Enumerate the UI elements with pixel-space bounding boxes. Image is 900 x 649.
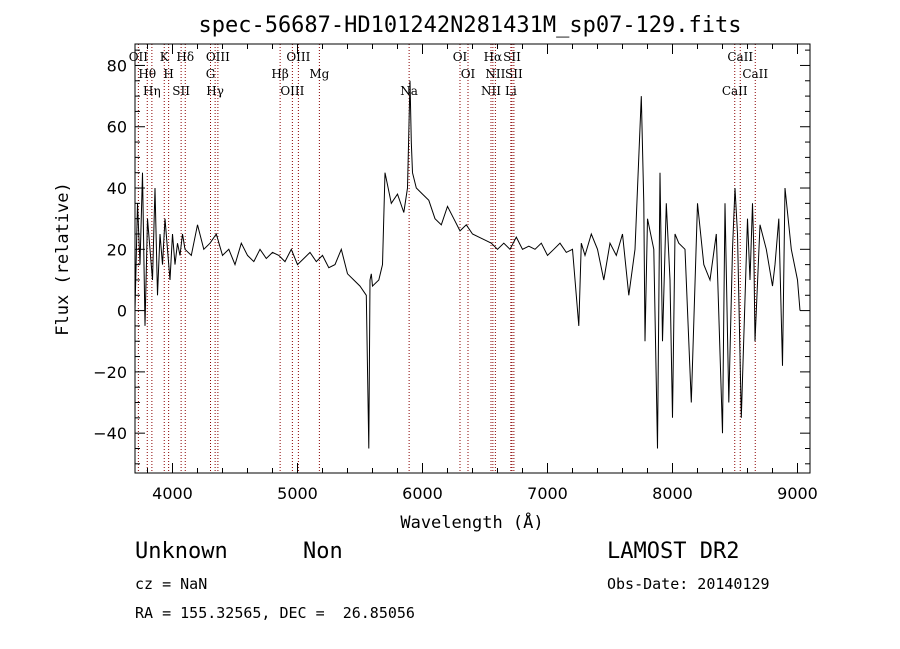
observation-date: Obs-Date: 20140129 (607, 575, 770, 593)
line-markers (137, 44, 756, 473)
coordinates-line: RA = 155.32565, DEC = 26.85056 (135, 604, 415, 622)
y-tick-label: 20 (107, 240, 127, 259)
y-tick-label: 60 (107, 118, 127, 137)
spectrum-line (134, 80, 801, 449)
y-tick-label: 80 (107, 56, 127, 75)
object-class: Unknown (135, 539, 228, 564)
x-tick-label: 7000 (527, 484, 568, 503)
plot-frame (134, 43, 811, 474)
line-marker-label: H (163, 67, 173, 81)
line-marker-label: Na (400, 84, 418, 98)
x-tick-label: 4000 (152, 484, 193, 503)
line-marker-label: CaII (727, 50, 753, 64)
line-marker-label: OIII (280, 84, 304, 98)
line-marker-label: SII (172, 84, 190, 98)
line-marker-label: OII (129, 50, 149, 64)
x-axis-ticks: 4000 5000 6000 7000 8000 9000 (147, 44, 818, 503)
line-marker-label: Hα (484, 50, 503, 64)
line-marker-label: Hη (143, 84, 161, 98)
line-marker-label: OI (461, 67, 476, 81)
line-marker-label: Hδ (176, 50, 194, 64)
x-tick-label: 8000 (652, 484, 693, 503)
line-marker-label: SII (503, 50, 521, 64)
line-marker-label: OIII (206, 50, 230, 64)
y-tick-label: 40 (107, 179, 127, 198)
line-marker-labels: OII Hθ Hη KH SII Hδ G Hγ OIII Hβ OIII OIII Mg Na OI OI N… (129, 50, 769, 98)
survey-name: LAMOST DR2 (607, 539, 740, 564)
x-axis-label: Wavelength (Å) (400, 511, 543, 533)
redshift-line: cz = NaN (135, 575, 208, 593)
y-axis-ticks: −40 −20 0 20 40 60 80 (93, 49, 810, 465)
line-marker-label: K (160, 50, 170, 64)
line-marker-label: NII (485, 67, 505, 81)
x-tick-label: 5000 (277, 484, 318, 503)
line-marker-label: Hβ (271, 67, 288, 81)
line-marker-label: CaII (722, 84, 748, 98)
line-marker-label: Li (505, 84, 517, 98)
y-tick-label: 0 (117, 302, 127, 321)
y-axis-label: Flux (relative) (53, 182, 73, 336)
line-marker-label: SII (505, 67, 523, 81)
line-marker-label: NII (481, 84, 501, 98)
y-tick-label: −40 (93, 424, 127, 443)
spectrum-series (134, 80, 801, 449)
x-tick-label: 6000 (402, 484, 443, 503)
line-marker-label: OI (453, 50, 468, 64)
line-marker-label: CaII (742, 67, 768, 81)
object-subclass: Non (303, 539, 343, 564)
line-marker-label: OIII (286, 50, 310, 64)
line-marker-label: Hγ (206, 84, 224, 98)
x-tick-label: 9000 (777, 484, 818, 503)
line-marker-label: Mg (309, 67, 329, 81)
y-tick-label: −20 (93, 363, 127, 382)
chart-title: spec-56687-HD101242N281431M_sp07-129.fit… (198, 13, 741, 38)
line-marker-label: G (206, 67, 216, 81)
line-marker-label: Hθ (138, 67, 156, 81)
